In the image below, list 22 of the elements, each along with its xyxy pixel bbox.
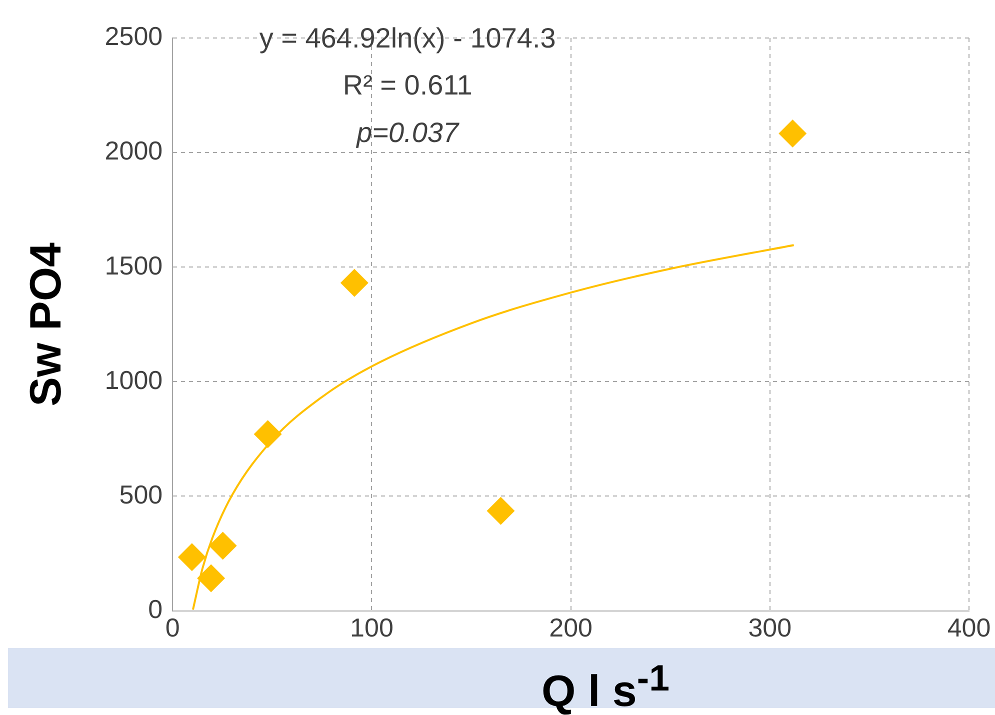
point [197,564,226,592]
y-tick-label: 2000 [104,136,163,166]
annotation: p=0.037 [356,116,460,148]
annotation: R² = 0.611 [342,70,472,101]
annotation: y = 464.92ln(x) - 1074.3 [259,22,556,54]
y-tick-label: 500 [119,479,163,510]
y-tick-label: 0 [148,594,163,624]
y-tick-label: 1500 [104,250,163,280]
x-tick-label: 100 [350,612,394,643]
x-axis-title: Q l s$^{-1}$ [542,657,670,715]
x-tick-label: 200 [549,612,593,643]
point [208,532,237,560]
x-tick-label: 400 [947,612,991,643]
point [254,420,282,448]
point [178,543,206,572]
point [778,120,807,148]
point [486,496,515,525]
y-tick-label: 1000 [104,364,163,395]
y-axis-title: Sw PO4 [22,242,71,406]
x-tick-label: 300 [748,612,792,643]
y-tick-label: 2500 [104,21,163,52]
point [340,268,368,297]
